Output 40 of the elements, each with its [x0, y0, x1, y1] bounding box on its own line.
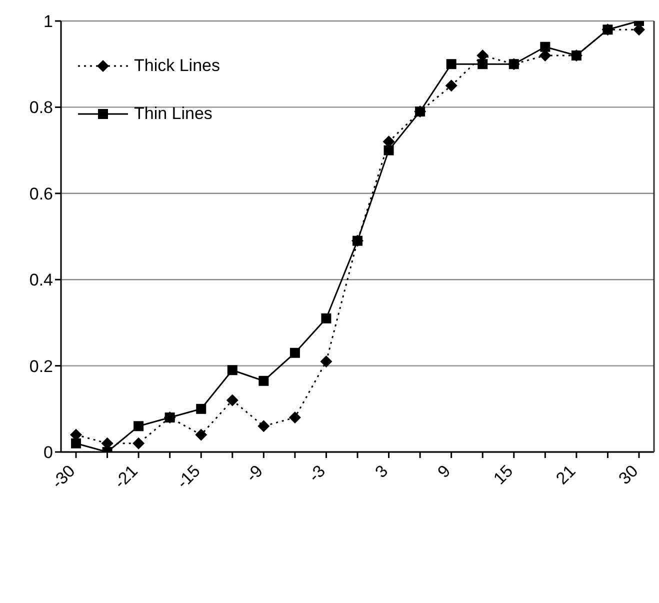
point — [134, 421, 144, 432]
point — [602, 24, 613, 35]
point — [320, 355, 332, 368]
x-tick-label: -9 — [242, 461, 266, 486]
x-tick-label: -15 — [173, 461, 204, 492]
point — [445, 80, 458, 92]
point — [132, 437, 145, 450]
x-tick-label: 21 — [552, 461, 580, 488]
x-tick-label: -21 — [110, 461, 142, 492]
point — [288, 412, 301, 424]
point — [352, 236, 362, 246]
y-tick-label: 0.2 — [29, 356, 53, 376]
point — [571, 50, 582, 60]
y-tick-label: 0 — [44, 443, 53, 462]
y-tick-label: 0.6 — [29, 184, 53, 204]
point — [540, 42, 550, 52]
point — [195, 428, 208, 441]
point — [321, 313, 332, 324]
legend-label: Thick Lines — [134, 56, 220, 76]
point — [196, 404, 206, 414]
point — [226, 394, 238, 406]
x-tick-label: 9 — [434, 461, 454, 482]
legend-label: Thin Lines — [134, 104, 212, 124]
point — [446, 59, 456, 70]
x-tick-label: -30 — [48, 461, 79, 492]
point — [478, 59, 488, 70]
point — [227, 365, 238, 376]
x-tick-label: 15 — [490, 461, 517, 488]
point — [384, 145, 394, 156]
x-tick-label: -3 — [304, 461, 330, 486]
point — [258, 376, 269, 386]
point — [71, 438, 81, 448]
y-tick-label: 0.8 — [29, 98, 53, 118]
point — [290, 348, 300, 358]
point — [258, 420, 270, 432]
x-tick-label: 3 — [371, 461, 392, 482]
point — [508, 59, 519, 70]
x-tick-label: 30 — [615, 461, 642, 488]
y-tick-label: 0.4 — [29, 270, 53, 290]
y-tick-label: 1 — [44, 12, 53, 32]
